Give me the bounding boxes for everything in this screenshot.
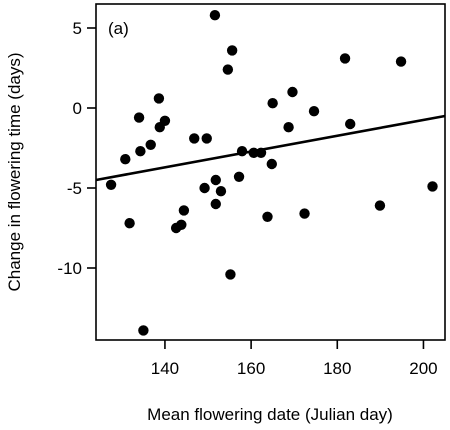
data-point bbox=[267, 98, 278, 109]
y-tick-label: -10 bbox=[57, 259, 82, 278]
data-point bbox=[226, 45, 238, 56]
data-point bbox=[215, 186, 227, 197]
data-point bbox=[176, 219, 187, 230]
data-points bbox=[105, 10, 438, 336]
data-point bbox=[210, 198, 221, 210]
data-point bbox=[105, 179, 117, 190]
data-point bbox=[308, 106, 320, 117]
data-point bbox=[374, 200, 386, 211]
data-point bbox=[233, 171, 245, 182]
panel-label: (a) bbox=[108, 19, 129, 38]
data-point bbox=[124, 218, 135, 229]
data-point bbox=[133, 112, 145, 123]
x-tick-label: 160 bbox=[237, 359, 265, 378]
regression-line bbox=[95, 114, 446, 182]
data-point bbox=[199, 182, 210, 194]
y-tick-label: -5 bbox=[67, 179, 82, 198]
data-point bbox=[189, 133, 200, 144]
data-point bbox=[178, 205, 190, 216]
y-tick-label: 0 bbox=[73, 99, 82, 118]
data-point bbox=[339, 53, 351, 64]
x-tick-label: 140 bbox=[151, 359, 179, 378]
data-point bbox=[159, 115, 171, 127]
data-point bbox=[210, 174, 221, 186]
y-axis-title: Change in flowering time (days) bbox=[5, 52, 24, 291]
data-point bbox=[209, 10, 221, 21]
data-point bbox=[345, 118, 356, 130]
data-point bbox=[222, 64, 234, 75]
plot-frame bbox=[95, 3, 446, 341]
data-point bbox=[427, 181, 438, 192]
data-point bbox=[283, 122, 294, 133]
data-point bbox=[299, 208, 310, 219]
x-tick-label: 180 bbox=[323, 359, 351, 378]
x-tick-label: 200 bbox=[409, 359, 437, 378]
x-axis: 140 160 180 200 bbox=[151, 340, 438, 378]
data-point bbox=[138, 325, 149, 336]
data-point bbox=[395, 56, 407, 67]
data-point bbox=[145, 139, 156, 150]
data-point bbox=[201, 133, 212, 144]
data-point bbox=[287, 86, 298, 98]
data-point bbox=[135, 146, 146, 157]
data-point bbox=[262, 211, 273, 222]
data-point bbox=[120, 154, 131, 165]
x-axis-title: Mean flowering date (Julian day) bbox=[147, 405, 393, 424]
data-point bbox=[225, 269, 236, 280]
data-point bbox=[266, 158, 277, 170]
data-point bbox=[153, 93, 165, 104]
y-tick-label: 5 bbox=[73, 19, 82, 38]
y-axis: 5 0 -5 -10 bbox=[57, 19, 96, 278]
